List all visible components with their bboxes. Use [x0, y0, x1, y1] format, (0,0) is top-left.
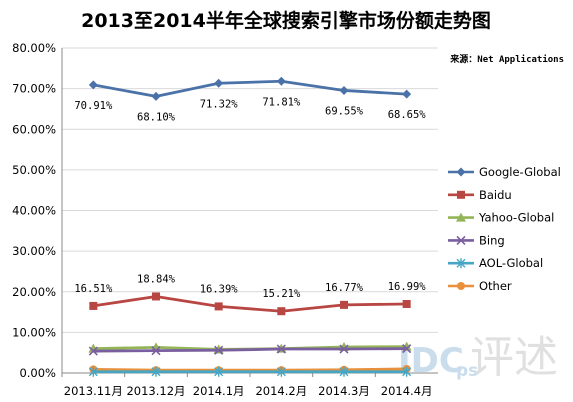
legend-label: AOL-Global [479, 256, 543, 270]
data-point [277, 307, 286, 316]
x-tick-label: 2014.1月 [193, 384, 245, 398]
legend-item: Baidu [448, 188, 512, 202]
data-point [339, 344, 349, 354]
watermark: IDC ps 评述 [398, 332, 558, 383]
x-tick-label: 2014.2月 [255, 384, 307, 398]
data-point [214, 302, 223, 311]
legend: Google-Global Baidu Yahoo-Global Bing AOL-Gl… [448, 165, 561, 293]
data-point [151, 366, 161, 377]
y-axis-ticks: 0.00% 10.00% 20.00% 30.00% 40.00% 50.00% 60.00… [12, 41, 56, 380]
y-tick-label: 60.00% [12, 122, 56, 136]
series-baidu [89, 292, 411, 316]
y-tick-label: 80.00% [12, 41, 56, 55]
y-tick-label: 30.00% [12, 244, 56, 258]
series-line [93, 367, 407, 372]
data-point [339, 85, 349, 95]
axes [61, 48, 438, 377]
data-point [402, 89, 412, 99]
series-line [93, 295, 407, 313]
data-label: 16.77% [325, 282, 364, 294]
data-label: 16.99% [388, 281, 427, 293]
series [88, 76, 412, 377]
data-point [339, 366, 349, 377]
series-bing [88, 344, 412, 356]
legend-item: Bing [448, 233, 505, 247]
x-tick-label: 2014.3月 [318, 384, 370, 398]
data-label: 18.84% [137, 273, 176, 285]
data-point [214, 78, 224, 88]
x-tick-label: 2014.4月 [381, 384, 433, 398]
legend-item: Yahoo-Global [448, 211, 554, 225]
legend-label: Other [479, 279, 512, 293]
x-tick-label: 2013.11月 [64, 384, 123, 398]
data-point [88, 366, 98, 377]
y-tick-label: 40.00% [12, 204, 56, 218]
data-point [402, 344, 412, 354]
data-label: 16.39% [200, 283, 239, 295]
legend-item: Google-Global [448, 165, 561, 179]
legend-marker [456, 258, 466, 269]
y-tick-label: 0.00% [19, 366, 56, 380]
data-point [151, 91, 161, 101]
series-line [93, 79, 407, 98]
gridlines [62, 47, 438, 374]
data-label: 15.21% [262, 288, 301, 300]
legend-label: Baidu [479, 188, 512, 202]
data-point [151, 346, 161, 356]
data-label: 69.55% [325, 105, 364, 117]
data-point [89, 301, 98, 310]
data-point [276, 76, 286, 86]
x-tick-label: 2013.12月 [126, 384, 185, 398]
series-line [93, 347, 407, 353]
legend-marker [457, 190, 465, 199]
source-note: 来源：Net Applications [449, 53, 564, 65]
legend-marker [457, 282, 465, 290]
legend-marker [456, 167, 466, 177]
legend-label: Google-Global [479, 165, 561, 179]
data-point [340, 300, 348, 309]
y-tick-label: 70.00% [12, 82, 56, 96]
y-tick-label: 50.00% [12, 163, 56, 177]
data-label: 68.65% [388, 109, 427, 121]
data-point [214, 345, 224, 355]
data-point [88, 80, 98, 90]
legend-item: Other [448, 279, 512, 293]
data-point [214, 366, 224, 377]
data-labels: 70.91% 68.10% 71.32% 71.81% 69.55% 68.65% 16.5… [74, 96, 426, 300]
legend-marker [456, 212, 466, 222]
data-point [402, 366, 412, 377]
legend-item: AOL-Global [448, 256, 543, 270]
data-point [402, 299, 411, 308]
data-point [276, 366, 286, 377]
legend-label: Yahoo-Global [478, 211, 554, 225]
x-axis-ticks: 2013.11月 2013.12月 2014.1月 2014.2月 2014.3月 201… [64, 384, 433, 398]
legend-marker [456, 235, 466, 245]
legend-label: Bing [479, 233, 505, 247]
data-point [276, 344, 286, 354]
data-label: 71.32% [200, 98, 239, 110]
watermark-logo-sub: ps [456, 361, 478, 381]
series-google-global [88, 76, 412, 101]
data-point [88, 346, 98, 356]
data-label: 68.10% [137, 111, 176, 123]
data-point [152, 292, 160, 301]
data-label: 71.81% [262, 96, 301, 108]
watermark-script: 评述 [470, 332, 558, 383]
data-label: 16.51% [74, 283, 113, 295]
data-label: 70.91% [74, 100, 113, 112]
series-aol-global [88, 366, 412, 377]
y-tick-label: 20.00% [12, 285, 56, 299]
y-tick-label: 10.00% [12, 325, 56, 339]
chart-title: 2013至2014半年全球搜索引擎市场份额走势图 [81, 9, 491, 32]
